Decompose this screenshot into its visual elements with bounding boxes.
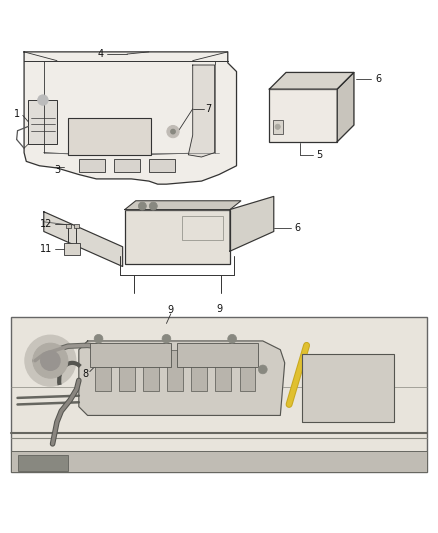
- Text: 6: 6: [375, 74, 381, 84]
- Polygon shape: [125, 201, 241, 209]
- Text: 4: 4: [98, 49, 104, 59]
- Text: 12: 12: [40, 219, 52, 229]
- Circle shape: [38, 95, 48, 106]
- Text: 1: 1: [14, 109, 20, 119]
- Polygon shape: [337, 72, 354, 142]
- Text: 3: 3: [55, 165, 61, 175]
- Polygon shape: [44, 212, 123, 266]
- Bar: [125, 209, 230, 264]
- Text: 6: 6: [295, 223, 301, 233]
- Bar: [177, 343, 258, 367]
- Bar: [149, 159, 175, 172]
- Circle shape: [171, 130, 175, 134]
- Circle shape: [149, 202, 157, 210]
- Polygon shape: [230, 197, 274, 251]
- Bar: [215, 350, 231, 391]
- Text: 8: 8: [82, 369, 88, 379]
- Bar: [240, 350, 255, 391]
- Bar: [167, 350, 183, 391]
- Polygon shape: [269, 72, 354, 89]
- Circle shape: [167, 125, 179, 138]
- Bar: [90, 343, 171, 367]
- Text: 9: 9: [168, 305, 174, 316]
- Bar: [182, 216, 223, 240]
- Bar: [68, 118, 151, 155]
- Text: 7: 7: [205, 104, 212, 114]
- Bar: [302, 354, 394, 422]
- Bar: [66, 223, 71, 228]
- Circle shape: [94, 334, 103, 343]
- Bar: [191, 350, 207, 391]
- Bar: [74, 223, 79, 228]
- Bar: [64, 243, 80, 255]
- Circle shape: [275, 124, 280, 130]
- Circle shape: [33, 343, 68, 378]
- Polygon shape: [188, 65, 215, 157]
- Text: 11: 11: [40, 244, 52, 254]
- Bar: [273, 120, 283, 134]
- Circle shape: [162, 334, 171, 343]
- Text: 5: 5: [317, 150, 323, 160]
- Bar: [79, 159, 105, 172]
- Bar: [11, 451, 427, 472]
- Bar: [119, 350, 135, 391]
- Polygon shape: [24, 52, 237, 184]
- Circle shape: [25, 335, 76, 386]
- Circle shape: [41, 351, 60, 370]
- Bar: [269, 89, 337, 142]
- Text: 9: 9: [216, 304, 222, 314]
- Circle shape: [228, 334, 237, 343]
- Bar: [143, 350, 159, 391]
- Polygon shape: [79, 341, 285, 415]
- Bar: [28, 100, 57, 144]
- Bar: [18, 455, 68, 471]
- Bar: [11, 317, 427, 472]
- Bar: [114, 159, 140, 172]
- Circle shape: [258, 365, 267, 374]
- Circle shape: [138, 202, 146, 210]
- Bar: [95, 350, 111, 391]
